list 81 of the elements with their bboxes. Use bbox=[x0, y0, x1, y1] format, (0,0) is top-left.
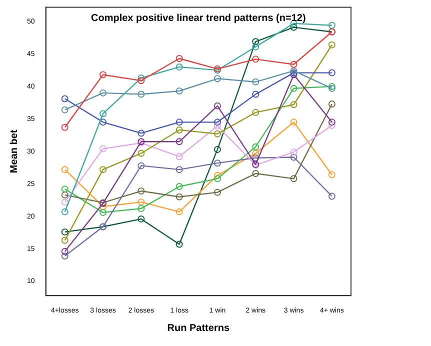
point bbox=[100, 110, 107, 118]
point bbox=[214, 172, 221, 179]
point bbox=[214, 146, 221, 153]
point bbox=[61, 208, 68, 216]
point bbox=[252, 78, 260, 86]
point bbox=[252, 150, 260, 157]
point bbox=[252, 38, 260, 46]
point bbox=[176, 126, 183, 134]
point bbox=[290, 154, 298, 161]
point bbox=[61, 236, 68, 244]
point bbox=[176, 240, 183, 248]
point bbox=[290, 24, 298, 31]
point bbox=[214, 118, 221, 126]
point bbox=[100, 208, 107, 216]
point bbox=[328, 192, 336, 200]
point bbox=[138, 77, 145, 84]
point bbox=[176, 87, 183, 94]
point bbox=[138, 162, 145, 170]
point bbox=[214, 130, 221, 138]
point bbox=[61, 198, 68, 206]
point bbox=[176, 166, 183, 174]
point bbox=[61, 248, 68, 255]
point bbox=[328, 122, 336, 129]
point bbox=[328, 69, 336, 76]
point bbox=[290, 101, 298, 108]
point bbox=[290, 175, 298, 182]
point bbox=[252, 154, 260, 162]
point bbox=[100, 89, 107, 96]
text: Complex positive linear trend patterns (n=12) bbox=[91, 12, 306, 24]
point bbox=[290, 84, 298, 92]
point bbox=[176, 118, 183, 126]
point bbox=[252, 43, 260, 50]
point bbox=[138, 198, 145, 206]
point bbox=[61, 124, 68, 131]
point bbox=[328, 41, 336, 48]
point bbox=[138, 130, 145, 137]
point bbox=[252, 108, 260, 116]
point bbox=[61, 166, 68, 174]
point bbox=[138, 215, 145, 222]
point bbox=[252, 170, 260, 177]
point bbox=[214, 102, 221, 110]
y-axis-title: Mean bet bbox=[8, 129, 20, 174]
point bbox=[214, 122, 221, 130]
point bbox=[176, 208, 183, 216]
x-axis-title: Run Patterns bbox=[167, 322, 230, 334]
point bbox=[138, 150, 145, 157]
point bbox=[138, 205, 145, 212]
point bbox=[214, 188, 221, 196]
point bbox=[61, 191, 68, 198]
point bbox=[100, 71, 107, 78]
point bbox=[100, 166, 107, 174]
point bbox=[61, 95, 68, 102]
point bbox=[290, 118, 298, 126]
point bbox=[61, 252, 68, 260]
point bbox=[328, 171, 336, 178]
point bbox=[61, 228, 68, 236]
point bbox=[328, 100, 336, 108]
point bbox=[138, 90, 145, 98]
point bbox=[290, 60, 298, 68]
point bbox=[290, 148, 298, 156]
point bbox=[214, 175, 221, 182]
point bbox=[176, 138, 183, 146]
point bbox=[214, 160, 221, 167]
point bbox=[61, 186, 68, 193]
point bbox=[176, 182, 183, 190]
point bbox=[100, 203, 107, 210]
point bbox=[100, 118, 107, 126]
point bbox=[328, 22, 336, 29]
point bbox=[100, 145, 107, 152]
point bbox=[176, 193, 183, 200]
point bbox=[176, 55, 183, 62]
point bbox=[328, 118, 336, 126]
point bbox=[252, 143, 260, 150]
point bbox=[138, 188, 145, 195]
point bbox=[176, 63, 183, 70]
point bbox=[176, 153, 183, 160]
point bbox=[138, 74, 145, 82]
point bbox=[252, 90, 260, 98]
point bbox=[252, 56, 260, 63]
point bbox=[214, 75, 221, 82]
point bbox=[61, 106, 68, 114]
